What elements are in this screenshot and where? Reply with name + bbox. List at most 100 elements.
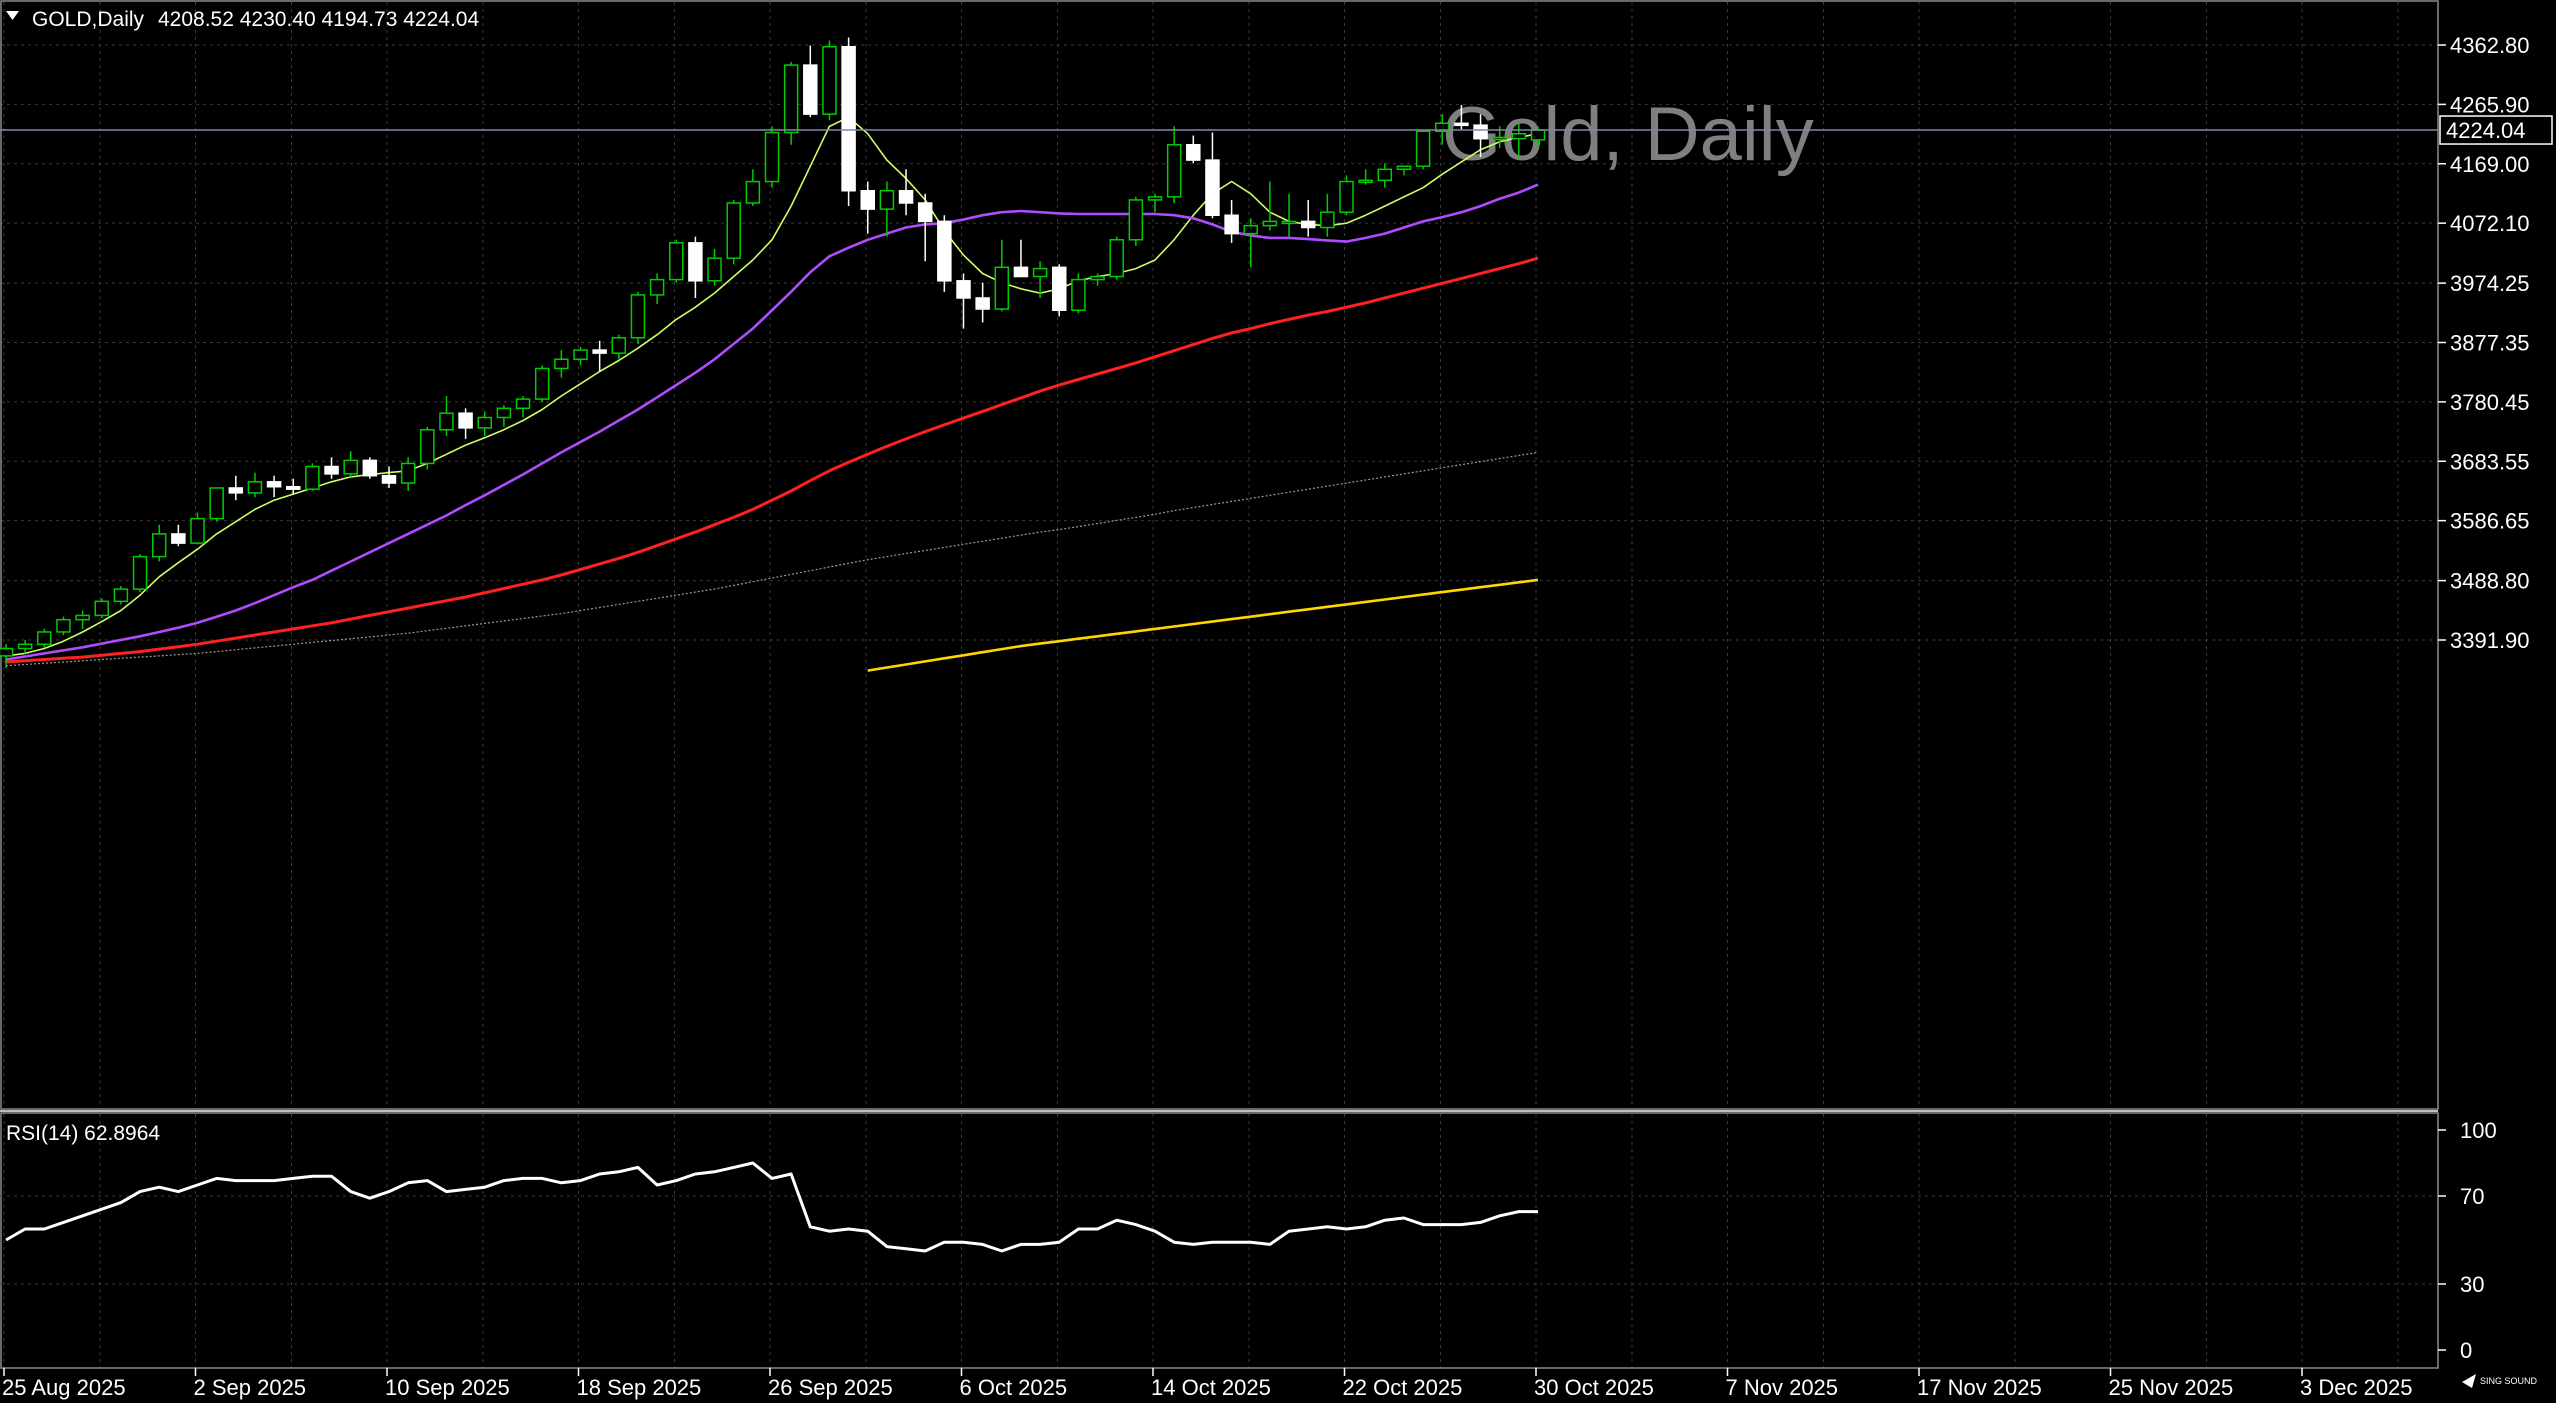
candle-body-bull xyxy=(343,459,358,475)
candle-body-bull xyxy=(1243,224,1258,235)
price-tick-label: 4169.00 xyxy=(2450,152,2530,177)
candle-body-bull xyxy=(1320,211,1335,229)
candle xyxy=(1032,261,1048,298)
candle-body-bear xyxy=(975,297,990,310)
price-tick-label: 3780.45 xyxy=(2450,390,2530,415)
candle-body-bull xyxy=(439,412,454,431)
candle-body-bull xyxy=(669,242,684,281)
price-tick-label: 4362.80 xyxy=(2450,33,2530,58)
candle-body-bear xyxy=(592,349,607,354)
candle-body-bull xyxy=(573,349,588,361)
candle xyxy=(917,193,933,262)
candle xyxy=(592,340,607,372)
ma-long-line xyxy=(5,451,1539,667)
candle-body-bull xyxy=(764,131,780,183)
time-axis[interactable]: 25 Aug 2025 2 Sep 2025 10 Sep 2025 18 Sep 2… xyxy=(2,1368,2413,1400)
candle xyxy=(209,487,224,522)
candle xyxy=(1377,163,1393,188)
candle xyxy=(764,126,780,188)
time-tick-label: 25 Nov 2025 xyxy=(2109,1375,2234,1400)
chart-watermark: Gold, Daily xyxy=(1442,92,1814,177)
rsi-axis[interactable]: 100 70 30 0 xyxy=(2438,1118,2497,1363)
candle xyxy=(496,405,512,427)
candle xyxy=(1320,193,1335,237)
price-tick-label: 4265.90 xyxy=(2450,92,2530,117)
candle xyxy=(1415,129,1431,170)
candle xyxy=(860,181,875,234)
candle xyxy=(554,350,569,378)
candle xyxy=(439,396,454,436)
candle-body-bull xyxy=(1109,239,1124,278)
price-axis[interactable]: 4362.80 4265.90 4169.00 4072.10 3974.25 3877.… xyxy=(2438,33,2530,653)
time-tick-label: 6 Oct 2025 xyxy=(960,1375,1068,1400)
current-price-box xyxy=(2439,115,2553,145)
candle-body-bull xyxy=(1071,278,1086,311)
candle-body-bull xyxy=(1358,179,1373,184)
candle-body-bull xyxy=(1166,144,1182,198)
candle-body-bull xyxy=(1530,129,1546,141)
candle xyxy=(688,236,703,298)
chart-header: GOLD,Daily 4208.52 4230.40 4194.73 4224.… xyxy=(6,8,479,31)
candle xyxy=(94,598,109,618)
candle xyxy=(726,199,741,265)
candle xyxy=(803,45,818,118)
candle xyxy=(822,40,837,121)
candle xyxy=(286,478,301,495)
candle-body-bull xyxy=(745,180,761,204)
time-tick-label: 14 Oct 2025 xyxy=(1151,1375,1271,1400)
candle-body-bull xyxy=(707,257,722,282)
rsi-line xyxy=(5,1161,1538,1253)
candle xyxy=(611,334,627,360)
candle xyxy=(975,282,990,323)
candle-body-bull xyxy=(1262,220,1278,227)
rsi-title: RSI(14) 62.8964 xyxy=(6,1122,160,1145)
price-tick-label: 3974.25 xyxy=(2450,271,2530,296)
candle-body-bear xyxy=(381,474,397,484)
candle xyxy=(515,396,531,418)
candle xyxy=(1186,135,1201,164)
candle-body-bull xyxy=(209,487,224,520)
candle-body-bear xyxy=(898,189,914,204)
candle-body-bear xyxy=(1300,220,1316,229)
candle-body-bull xyxy=(515,398,531,410)
candle xyxy=(113,586,129,605)
candle xyxy=(477,411,492,436)
candle xyxy=(1473,114,1488,158)
candle-body-bull xyxy=(630,294,646,339)
candle xyxy=(1128,196,1144,246)
candle-body-bear xyxy=(937,220,952,282)
candle xyxy=(937,215,952,292)
candle-body-bear xyxy=(803,64,818,115)
candle xyxy=(1166,126,1182,203)
candle xyxy=(305,463,320,492)
candle xyxy=(956,273,971,329)
candle xyxy=(1013,239,1029,278)
brand-logo: SING SOUND xyxy=(2462,1374,2538,1388)
candle xyxy=(669,239,684,283)
candle xyxy=(783,62,799,145)
rsi-tick-label: 30 xyxy=(2460,1272,2484,1297)
candle xyxy=(1300,199,1316,237)
candle-body-bull xyxy=(1396,165,1412,171)
candle xyxy=(879,181,895,237)
triangle-down-icon[interactable] xyxy=(6,11,19,20)
time-tick-label: 26 Sep 2025 xyxy=(768,1375,893,1400)
current-price-tag: 4224.04 xyxy=(2439,115,2553,145)
candle-body-bull xyxy=(1032,267,1048,278)
candle-body-bear xyxy=(266,481,282,488)
candle-body-bull xyxy=(783,64,799,134)
rsi-tick-label: 100 xyxy=(2460,1118,2497,1143)
candle-body-bear xyxy=(1013,266,1029,278)
ma-longest-line xyxy=(867,578,1539,672)
candle xyxy=(1243,218,1258,268)
time-tick-label: 18 Sep 2025 xyxy=(577,1375,702,1400)
candle-body-bear xyxy=(324,465,339,475)
candle xyxy=(1205,132,1220,219)
candle-body-bull xyxy=(37,631,52,645)
candle-body-bull xyxy=(534,367,550,400)
main-plot-frame xyxy=(0,0,2439,1110)
time-tick-label: 2 Sep 2025 xyxy=(194,1375,307,1400)
candle xyxy=(343,451,358,477)
candle xyxy=(37,628,52,648)
